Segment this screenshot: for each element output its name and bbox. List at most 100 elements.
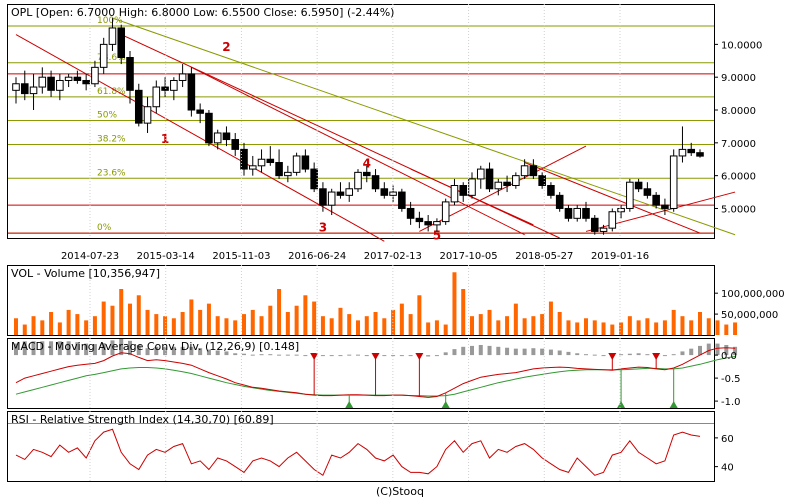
candle-body <box>99 43 108 68</box>
volume-title: VOL - Volume [10,356,947] <box>11 267 160 280</box>
macd-histogram-bar <box>101 343 106 356</box>
volume-bar <box>92 316 97 335</box>
macd-histogram-bar <box>171 346 176 356</box>
macd-histogram-bar <box>347 354 352 356</box>
volume-bar <box>206 303 211 335</box>
candle-body <box>108 27 117 45</box>
volume-bar <box>136 295 141 335</box>
volume-bar <box>417 295 422 335</box>
price-plot: 0% 23.6% 38.2% 50% 61.8% 78.6% 100% 1 2 3 4 5 <box>8 16 736 243</box>
macd-histogram-bar <box>619 354 624 356</box>
macd-histogram-bar <box>206 349 211 356</box>
x-tick-label: 2017-10-05 <box>440 251 498 262</box>
volume-bar <box>461 289 466 335</box>
fib-level-label: 61.8% <box>97 87 126 97</box>
macd-histogram-bar <box>408 355 413 357</box>
volume-bar <box>40 320 45 335</box>
volume-bar <box>338 307 343 335</box>
macd-histogram-bar <box>250 354 255 356</box>
rsi-title: RSI - Relative Strength Index (14,30,70)… <box>11 413 274 426</box>
volume-bar <box>250 309 255 335</box>
candle-body <box>608 211 617 229</box>
candle-body <box>292 155 301 173</box>
trend-line <box>191 66 525 236</box>
macd-histogram-bar <box>14 343 18 356</box>
price-y-tick-label: 6.0000 <box>721 172 756 183</box>
macd-histogram-bar <box>136 344 141 356</box>
volume-bar <box>399 303 404 335</box>
price-y-tick-label: 8.0000 <box>721 106 756 117</box>
macd-histogram-bar <box>584 354 588 356</box>
buy-signal-arrow <box>669 401 678 408</box>
candle-body <box>29 86 38 95</box>
volume-y-tick-label: 100,000,000 <box>721 289 785 300</box>
volume-bar <box>610 324 615 335</box>
volume-bar <box>715 320 720 335</box>
macd-histogram-bar <box>57 341 62 356</box>
volume-bar <box>171 318 176 335</box>
candle-body <box>687 148 696 154</box>
price-y-tick-label: 7.0000 <box>721 139 756 150</box>
macd-histogram-bar <box>671 354 676 356</box>
volume-bar <box>320 316 325 335</box>
volume-bar <box>75 314 80 335</box>
axis-labels: 10.0000 9.0000 8.0000 7.0000 6.0000 5.0000 201… <box>61 4 785 481</box>
volume-bar <box>513 303 518 335</box>
candle-body <box>459 184 468 196</box>
macd-histogram-bar <box>636 353 641 356</box>
macd-histogram-bar <box>382 355 387 357</box>
candle-body <box>476 168 485 180</box>
candle-body <box>12 83 20 91</box>
candle-body <box>56 79 64 91</box>
candle-body <box>354 171 362 190</box>
macd-histogram-bar <box>505 347 510 356</box>
candle-body <box>64 76 73 81</box>
volume-bar <box>531 316 536 335</box>
candle-body <box>38 76 47 88</box>
volume-bar <box>285 312 290 335</box>
x-tick-label: 2014-07-23 <box>61 251 119 262</box>
volume-bar <box>215 316 220 335</box>
candle-body <box>696 152 704 157</box>
buy-signal-arrow <box>441 401 450 408</box>
macd-histogram-bar <box>259 354 264 356</box>
candle-body <box>231 139 240 150</box>
candle-body <box>345 188 354 196</box>
volume-bar <box>259 316 264 335</box>
volume-bar <box>303 295 308 335</box>
macd-histogram-bar <box>698 345 702 356</box>
macd-histogram-bar <box>329 355 334 357</box>
macd-histogram-bar <box>364 355 369 357</box>
macd-pane <box>7 338 715 409</box>
macd-histogram-bar <box>399 355 404 357</box>
price-title: OPL [Open: 6.7000 High: 6.8000 Low: 6.55… <box>11 6 394 19</box>
volume-bar <box>154 314 159 335</box>
macd-histogram-bar <box>592 354 597 356</box>
price-pane <box>7 4 715 239</box>
volume-bar <box>645 318 650 335</box>
volume-bar <box>619 322 624 335</box>
candle-body <box>529 165 538 177</box>
macd-histogram-bar <box>496 346 501 356</box>
x-tick-label: 2018-05-27 <box>515 251 573 262</box>
macd-histogram-bar <box>522 348 527 356</box>
candle-body <box>117 27 126 59</box>
candle-body <box>362 171 371 177</box>
candle-body <box>450 184 459 203</box>
price-y-tick-label: 9.0000 <box>721 73 756 84</box>
candle-body <box>643 188 652 196</box>
volume-bar <box>478 314 483 335</box>
candle-body <box>327 191 336 206</box>
volume-bar <box>592 320 597 335</box>
macd-histogram-bar <box>119 339 124 356</box>
candle-body <box>126 57 134 91</box>
volume-bar <box>198 309 203 335</box>
volume-bar <box>128 303 132 335</box>
volume-bar <box>627 316 632 335</box>
fib-level-label: 78.6% <box>97 53 126 63</box>
volume-bar <box>487 309 492 335</box>
macd-histogram-bar <box>303 355 308 357</box>
volume-bar <box>470 316 474 335</box>
x-tick-label: 2019-01-16 <box>591 251 649 262</box>
